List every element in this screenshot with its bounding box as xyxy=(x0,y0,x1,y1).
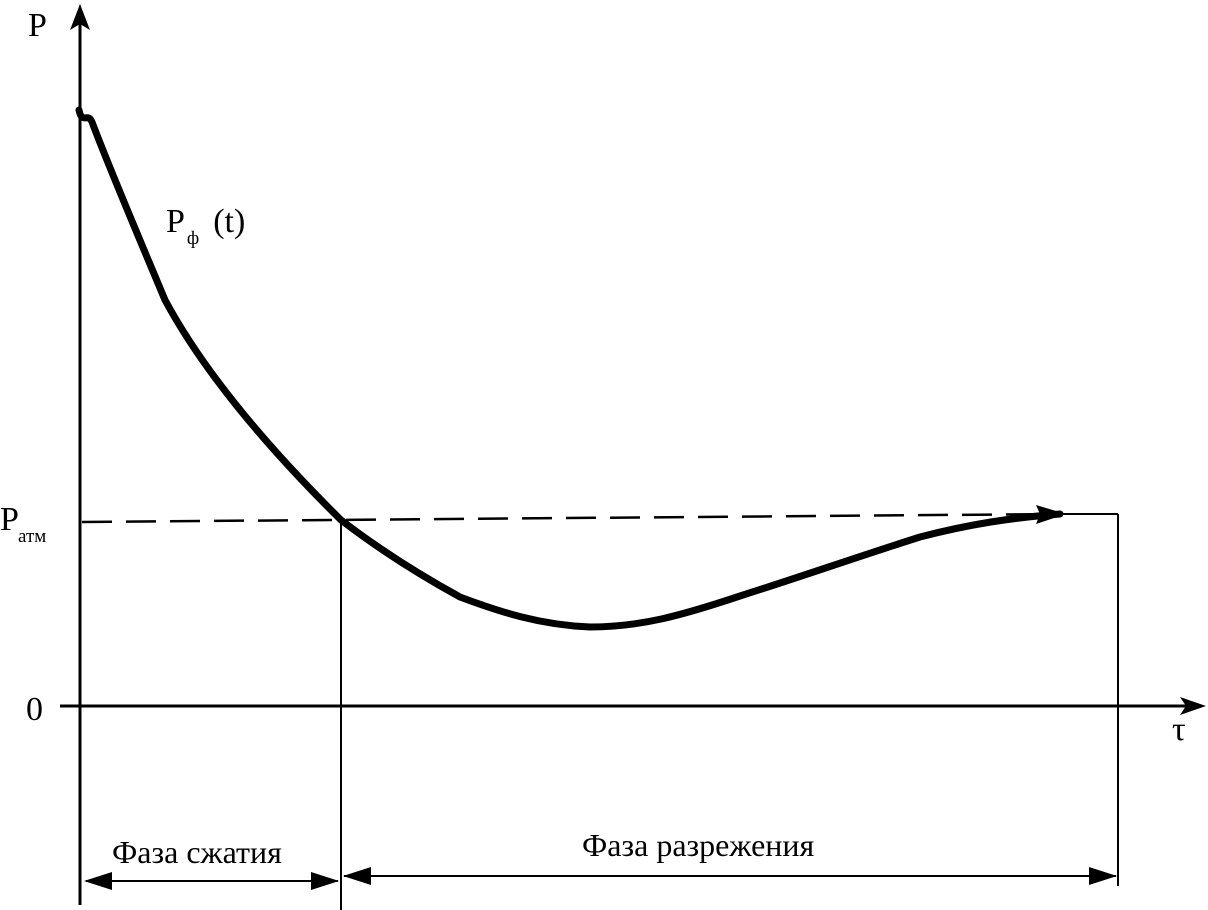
atm-label-main: P xyxy=(0,501,19,538)
y-axis-label: P xyxy=(28,7,47,44)
compression-arrow-left-head xyxy=(84,872,112,890)
origin-label: 0 xyxy=(26,691,43,728)
curve-label-subscript: ф xyxy=(187,228,199,249)
curve-arrowhead xyxy=(1036,505,1066,524)
atm-pressure-line xyxy=(81,512,1063,524)
compression-arrow-right-head xyxy=(311,872,339,890)
y-axis-arrowhead xyxy=(70,4,90,30)
curve-label-arg: (t) xyxy=(213,203,245,240)
rarefaction-phase-label: Фаза разрежения xyxy=(582,827,815,863)
x-axis-arrowhead xyxy=(1180,697,1206,715)
curve-label-main: P xyxy=(166,203,185,240)
x-axis-label: τ xyxy=(1172,711,1186,748)
rarefaction-arrow-right-head xyxy=(1089,867,1117,885)
atm-label-subscript: атм xyxy=(18,526,46,547)
compression-phase-label: Фаза сжатия xyxy=(112,834,282,870)
atm-pressure-label: Pатм xyxy=(0,501,46,547)
pressure-curve xyxy=(75,106,1064,631)
rarefaction-arrow-left-head xyxy=(343,867,371,885)
